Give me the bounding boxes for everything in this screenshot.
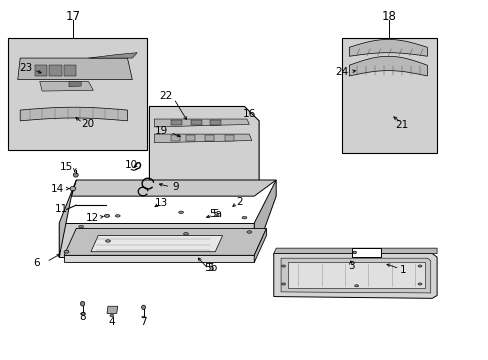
Ellipse shape <box>105 240 110 242</box>
Text: 5: 5 <box>211 209 218 219</box>
Ellipse shape <box>242 216 246 219</box>
Text: 11: 11 <box>55 204 68 215</box>
Ellipse shape <box>142 316 145 318</box>
Ellipse shape <box>81 313 84 315</box>
Polygon shape <box>288 262 424 288</box>
Text: 16: 16 <box>242 109 255 119</box>
Polygon shape <box>171 135 180 141</box>
Ellipse shape <box>80 301 84 306</box>
Polygon shape <box>205 135 214 141</box>
Polygon shape <box>64 65 76 76</box>
Ellipse shape <box>104 215 109 217</box>
Polygon shape <box>18 58 132 80</box>
Polygon shape <box>185 135 194 141</box>
Polygon shape <box>351 248 380 257</box>
Text: 19: 19 <box>155 126 168 136</box>
Polygon shape <box>20 107 127 121</box>
Polygon shape <box>64 228 266 255</box>
Polygon shape <box>254 180 276 257</box>
Ellipse shape <box>246 231 251 233</box>
Text: 23: 23 <box>19 63 32 73</box>
Ellipse shape <box>73 173 78 177</box>
Polygon shape <box>210 121 221 125</box>
Polygon shape <box>71 180 276 196</box>
Polygon shape <box>154 134 251 143</box>
Text: 2: 2 <box>236 197 243 207</box>
Ellipse shape <box>354 285 358 287</box>
Polygon shape <box>64 255 254 262</box>
Polygon shape <box>190 121 201 125</box>
Text: 9: 9 <box>172 182 178 192</box>
Polygon shape <box>69 81 81 87</box>
Polygon shape <box>91 235 222 252</box>
Polygon shape <box>348 56 427 76</box>
Text: 7: 7 <box>140 317 146 327</box>
Polygon shape <box>8 39 147 149</box>
Ellipse shape <box>142 305 145 310</box>
Polygon shape <box>273 248 436 253</box>
Polygon shape <box>35 65 47 76</box>
Text: 4: 4 <box>108 317 115 327</box>
Ellipse shape <box>281 283 285 285</box>
Polygon shape <box>341 39 436 153</box>
Text: 3: 3 <box>348 261 354 271</box>
Polygon shape <box>49 65 61 76</box>
Text: 24: 24 <box>334 67 347 77</box>
Polygon shape <box>224 135 233 141</box>
Text: 13: 13 <box>155 198 168 208</box>
Ellipse shape <box>70 186 76 191</box>
Text: 1: 1 <box>399 265 406 275</box>
Ellipse shape <box>183 233 188 235</box>
Polygon shape <box>281 258 430 293</box>
Polygon shape <box>171 121 182 125</box>
Polygon shape <box>88 53 137 58</box>
Polygon shape <box>40 81 93 91</box>
Text: 5: 5 <box>206 262 213 273</box>
Polygon shape <box>59 180 76 257</box>
Polygon shape <box>348 40 427 56</box>
Ellipse shape <box>110 314 114 317</box>
Text: 18: 18 <box>381 10 395 23</box>
Text: 5a: 5a <box>208 209 221 219</box>
Ellipse shape <box>281 265 285 267</box>
Polygon shape <box>273 253 436 298</box>
Text: 5b: 5b <box>203 262 217 273</box>
Text: 10: 10 <box>124 160 138 170</box>
Polygon shape <box>107 306 118 314</box>
Text: 6: 6 <box>33 258 40 268</box>
Ellipse shape <box>352 251 356 254</box>
Polygon shape <box>59 223 254 257</box>
Ellipse shape <box>417 283 421 285</box>
Text: 22: 22 <box>159 91 172 102</box>
Ellipse shape <box>178 211 183 213</box>
Text: 20: 20 <box>81 119 94 129</box>
Polygon shape <box>149 107 259 184</box>
Text: 15: 15 <box>60 162 73 172</box>
Polygon shape <box>254 228 266 262</box>
Ellipse shape <box>417 265 421 267</box>
Text: 17: 17 <box>65 10 80 23</box>
Polygon shape <box>154 119 249 127</box>
Text: 8: 8 <box>79 312 86 322</box>
Text: 14: 14 <box>51 184 64 194</box>
Ellipse shape <box>115 215 120 217</box>
Text: 12: 12 <box>85 213 99 223</box>
Text: 21: 21 <box>394 120 407 130</box>
Ellipse shape <box>79 225 83 228</box>
Ellipse shape <box>64 250 69 253</box>
